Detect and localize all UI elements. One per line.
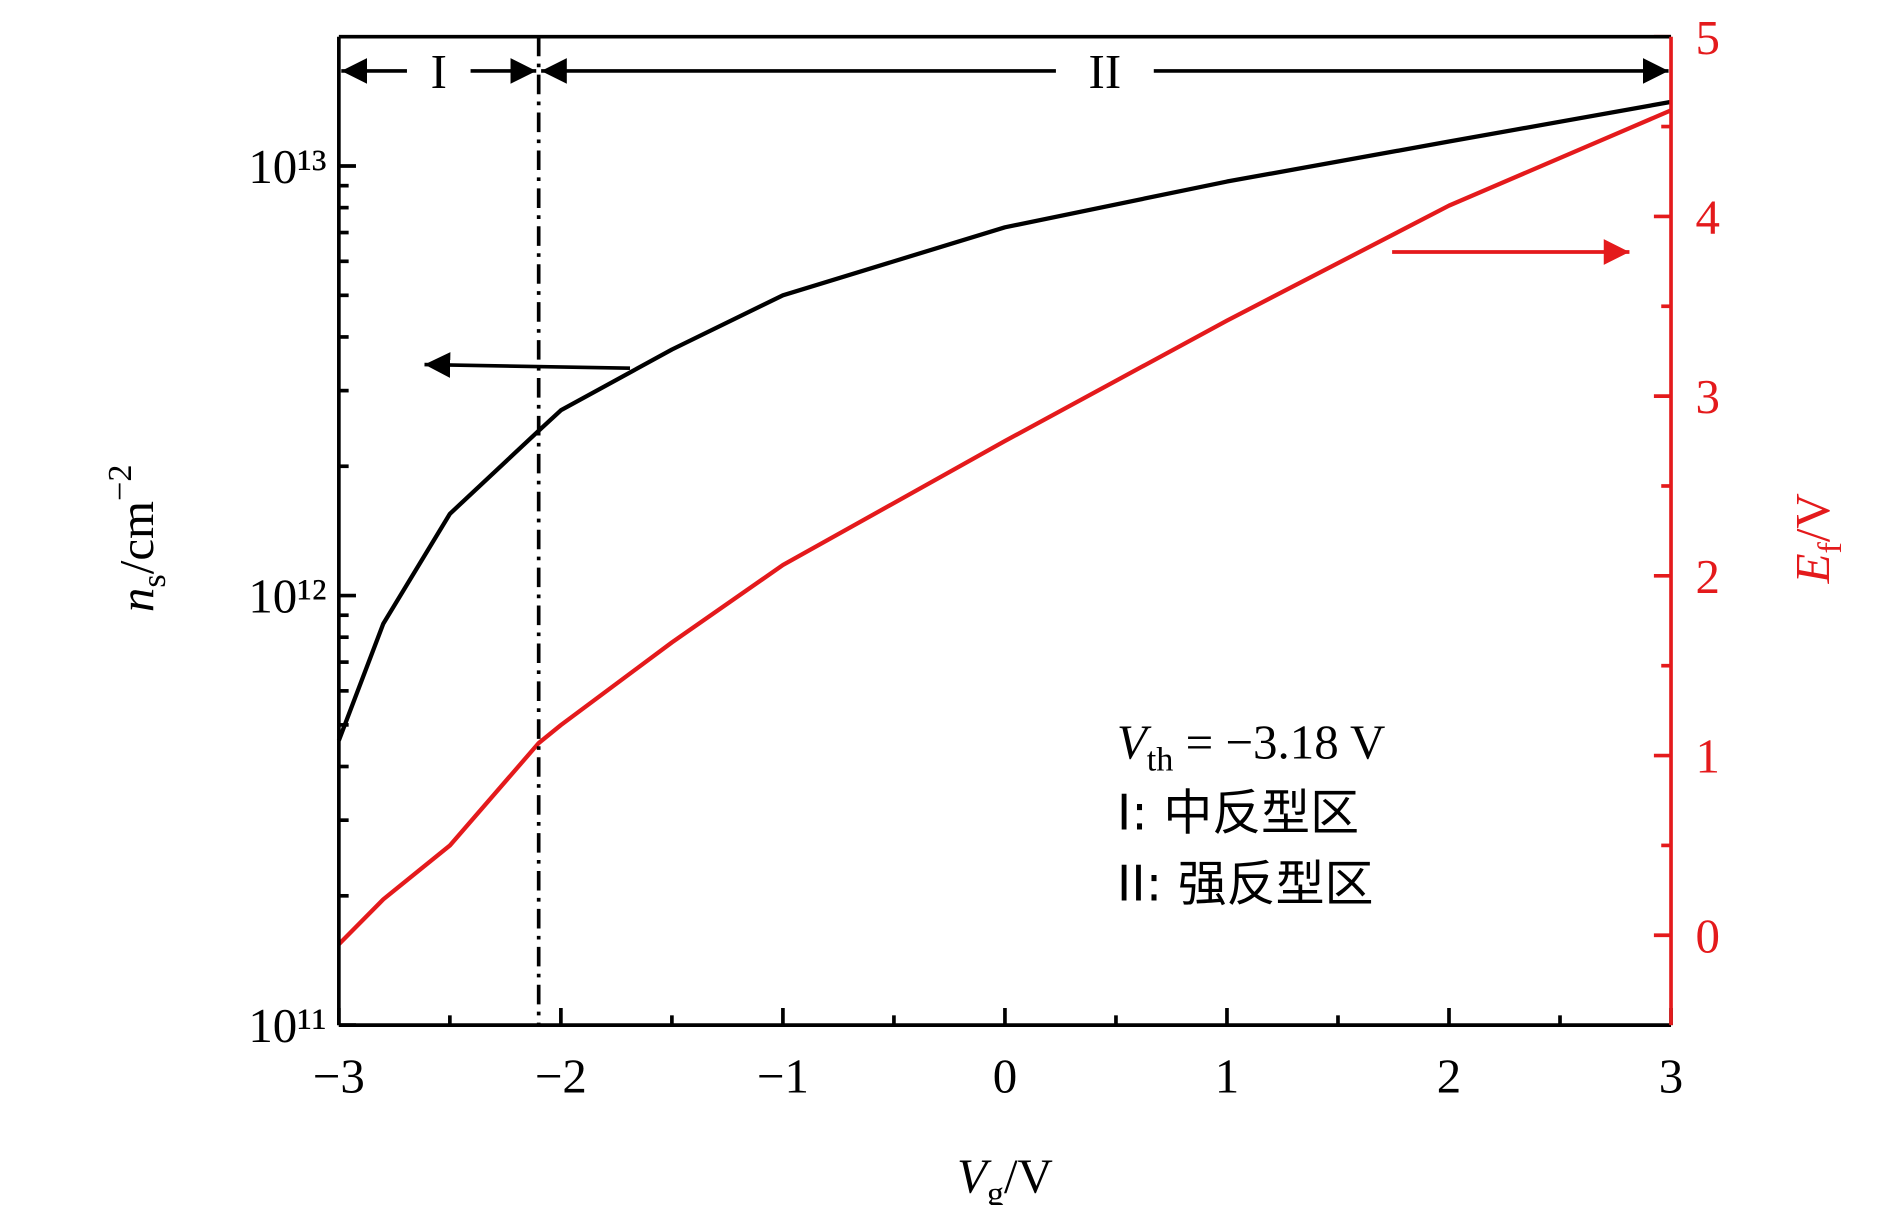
y2-tick-label: 5: [1695, 10, 1719, 65]
region-label: II: [1089, 44, 1122, 99]
y-label-part: /cm: [109, 501, 164, 574]
y2-label-part: E: [1785, 553, 1840, 584]
region-label: I: [431, 44, 447, 99]
x-label-part: g: [987, 1175, 1004, 1205]
annotation-part: V: [1117, 714, 1152, 769]
x-tick-label: 3: [1659, 1048, 1683, 1103]
y-axis-label: ns/cm−2: [101, 464, 173, 612]
x-label-part: V: [957, 1149, 992, 1204]
y-label-part: −2: [101, 464, 139, 500]
x-tick-label: 1: [1215, 1048, 1239, 1103]
y2-tick-label: 0: [1695, 908, 1719, 963]
series-line: [336, 99, 1672, 742]
y2-label-part: f: [1811, 541, 1849, 553]
x-tick-label: −1: [757, 1048, 809, 1103]
x-label-part: /V: [1004, 1149, 1053, 1204]
annotation-part: = −3.18 V: [1173, 714, 1385, 769]
y-tick-label: 10¹³: [248, 139, 326, 194]
y2-tick-label: 1: [1695, 729, 1719, 784]
y-label-part: s: [135, 574, 173, 587]
y-tick-label: 10¹²: [248, 569, 326, 624]
annotation-line: II: 强反型区: [1117, 855, 1374, 912]
series-line: [337, 108, 1672, 946]
pointer-arrow: [424, 352, 631, 378]
y2-tick-label: 3: [1695, 369, 1719, 424]
y-label-part: n: [109, 588, 164, 612]
y-tick-label: 10¹¹: [248, 998, 326, 1053]
y2-tick-label: 2: [1695, 549, 1719, 604]
x-tick-label: 0: [993, 1048, 1017, 1103]
x-tick-label: −3: [313, 1048, 365, 1103]
x-axis-label: Vg/V: [957, 1149, 1053, 1205]
x-tick-label: 2: [1437, 1048, 1461, 1103]
annotation: Vth = −3.18 V: [1117, 714, 1385, 778]
y2-tick-label: 4: [1695, 190, 1719, 245]
annotation-part: th: [1147, 741, 1174, 779]
x-tick-label: −2: [535, 1048, 587, 1103]
y2-axis-label: Ef/V: [1785, 493, 1849, 584]
y2-label-part: /V: [1785, 493, 1840, 542]
annotation-line: I: 中反型区: [1117, 784, 1359, 841]
